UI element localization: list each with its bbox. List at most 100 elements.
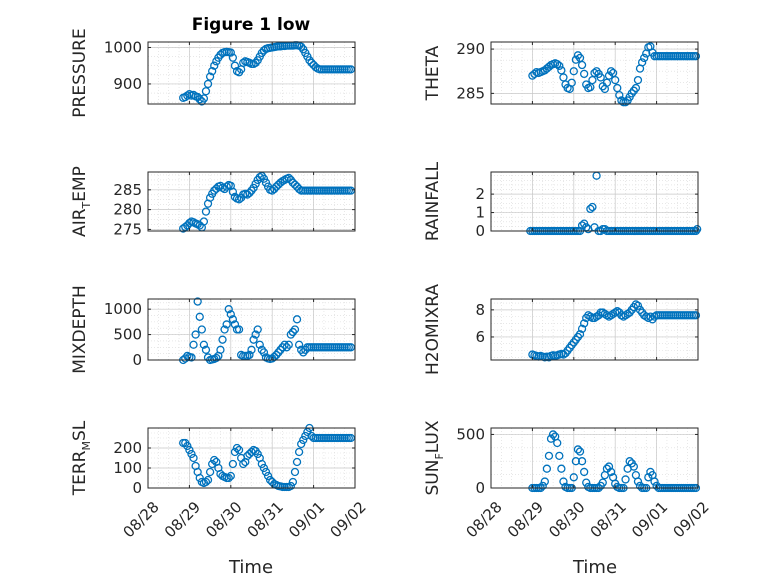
data-point	[606, 67, 616, 76]
data-point	[559, 477, 568, 486]
data-point	[555, 61, 564, 71]
data-point	[201, 477, 211, 487]
data-point	[307, 58, 316, 67]
data-point	[615, 90, 624, 100]
data-point	[230, 192, 240, 202]
data-point	[621, 311, 630, 320]
data-point	[205, 72, 215, 81]
x-tick-label: 08/30	[202, 498, 245, 541]
data-point	[208, 459, 217, 469]
data-point	[216, 345, 225, 354]
data-point	[693, 225, 702, 234]
x-tick-label: 08/31	[244, 498, 287, 541]
data-point	[205, 467, 215, 477]
data-point	[210, 455, 219, 465]
data-point	[571, 55, 581, 64]
x-tick-label: 09/01	[285, 498, 328, 541]
data-point	[212, 353, 221, 363]
y-tick-label: 900	[113, 75, 142, 93]
subplot-rainfall: 012 RAINFALL	[423, 161, 702, 241]
data-point	[631, 83, 641, 93]
data-point	[294, 447, 304, 457]
data-point	[346, 343, 356, 352]
data-point	[299, 348, 308, 357]
y-tick-label: 285	[113, 181, 142, 199]
x-tick-label: 09/01	[628, 498, 671, 541]
data-point	[230, 61, 240, 70]
data-point	[195, 312, 204, 321]
data-point	[604, 71, 614, 80]
data-point	[208, 67, 217, 76]
data-point	[542, 464, 552, 473]
data-point	[253, 325, 262, 334]
data-point	[259, 463, 269, 473]
y-axis-label: AIRTEMP	[70, 166, 93, 237]
y-tick-label: 500	[456, 425, 485, 443]
data-point	[544, 62, 554, 71]
data-point	[290, 467, 300, 477]
data-point	[280, 340, 289, 349]
data-point	[255, 340, 264, 349]
data-point	[210, 61, 219, 70]
y-tick-label: 0	[475, 479, 485, 497]
data-point	[185, 445, 194, 455]
data-point	[290, 180, 300, 189]
y-axis-label: PRESSURE	[70, 28, 90, 117]
data-point	[226, 48, 235, 57]
data-point	[567, 78, 576, 87]
y-tick-label: 6	[475, 328, 485, 346]
data-point	[193, 297, 202, 306]
data-point	[251, 179, 260, 189]
data-point	[239, 58, 248, 67]
y-tick-label: 275	[113, 220, 142, 238]
data-point	[640, 53, 649, 63]
data-point	[274, 348, 283, 357]
data-point	[261, 178, 271, 187]
y-tick-label: 2	[475, 185, 485, 203]
data-point	[205, 193, 215, 202]
data-point	[226, 310, 235, 319]
data-point	[621, 475, 630, 484]
data-point	[199, 340, 209, 349]
data-point	[195, 95, 204, 104]
data-point	[650, 477, 659, 486]
data-point	[251, 58, 260, 67]
data-point	[577, 324, 587, 333]
y-tick-label: 0	[132, 479, 142, 497]
data-point	[222, 182, 231, 191]
data-point	[270, 184, 279, 194]
data-point	[191, 330, 200, 339]
data-point	[226, 471, 235, 481]
data-point	[224, 473, 233, 483]
data-point	[577, 221, 587, 230]
data-point	[239, 459, 248, 469]
subplot-theta: 285 290 THETA	[423, 40, 701, 107]
data-point	[224, 305, 233, 314]
data-point	[232, 443, 242, 453]
y-tick-label: 500	[113, 326, 142, 344]
data-point	[305, 56, 314, 65]
data-point	[245, 188, 254, 198]
data-point	[586, 312, 595, 321]
data-point	[228, 187, 238, 196]
axes-box	[490, 427, 699, 489]
y-tick-label: 1	[475, 204, 485, 222]
data-point	[553, 59, 562, 69]
subplot-mixdepth: 0 500 1000 MIXDEPTH	[70, 285, 356, 374]
data-point	[187, 353, 196, 362]
data-point	[245, 350, 254, 360]
data-point	[282, 343, 291, 352]
data-point	[582, 478, 591, 487]
data-point	[606, 311, 616, 320]
data-point	[286, 330, 295, 339]
data-point	[548, 430, 558, 439]
data-point	[249, 183, 258, 192]
axes-box	[490, 171, 699, 232]
data-point	[261, 467, 271, 477]
x-axis-label-right: Time	[572, 557, 617, 578]
data-point	[288, 327, 298, 337]
y-tick-label: 1000	[104, 38, 142, 56]
data-point	[288, 477, 298, 487]
